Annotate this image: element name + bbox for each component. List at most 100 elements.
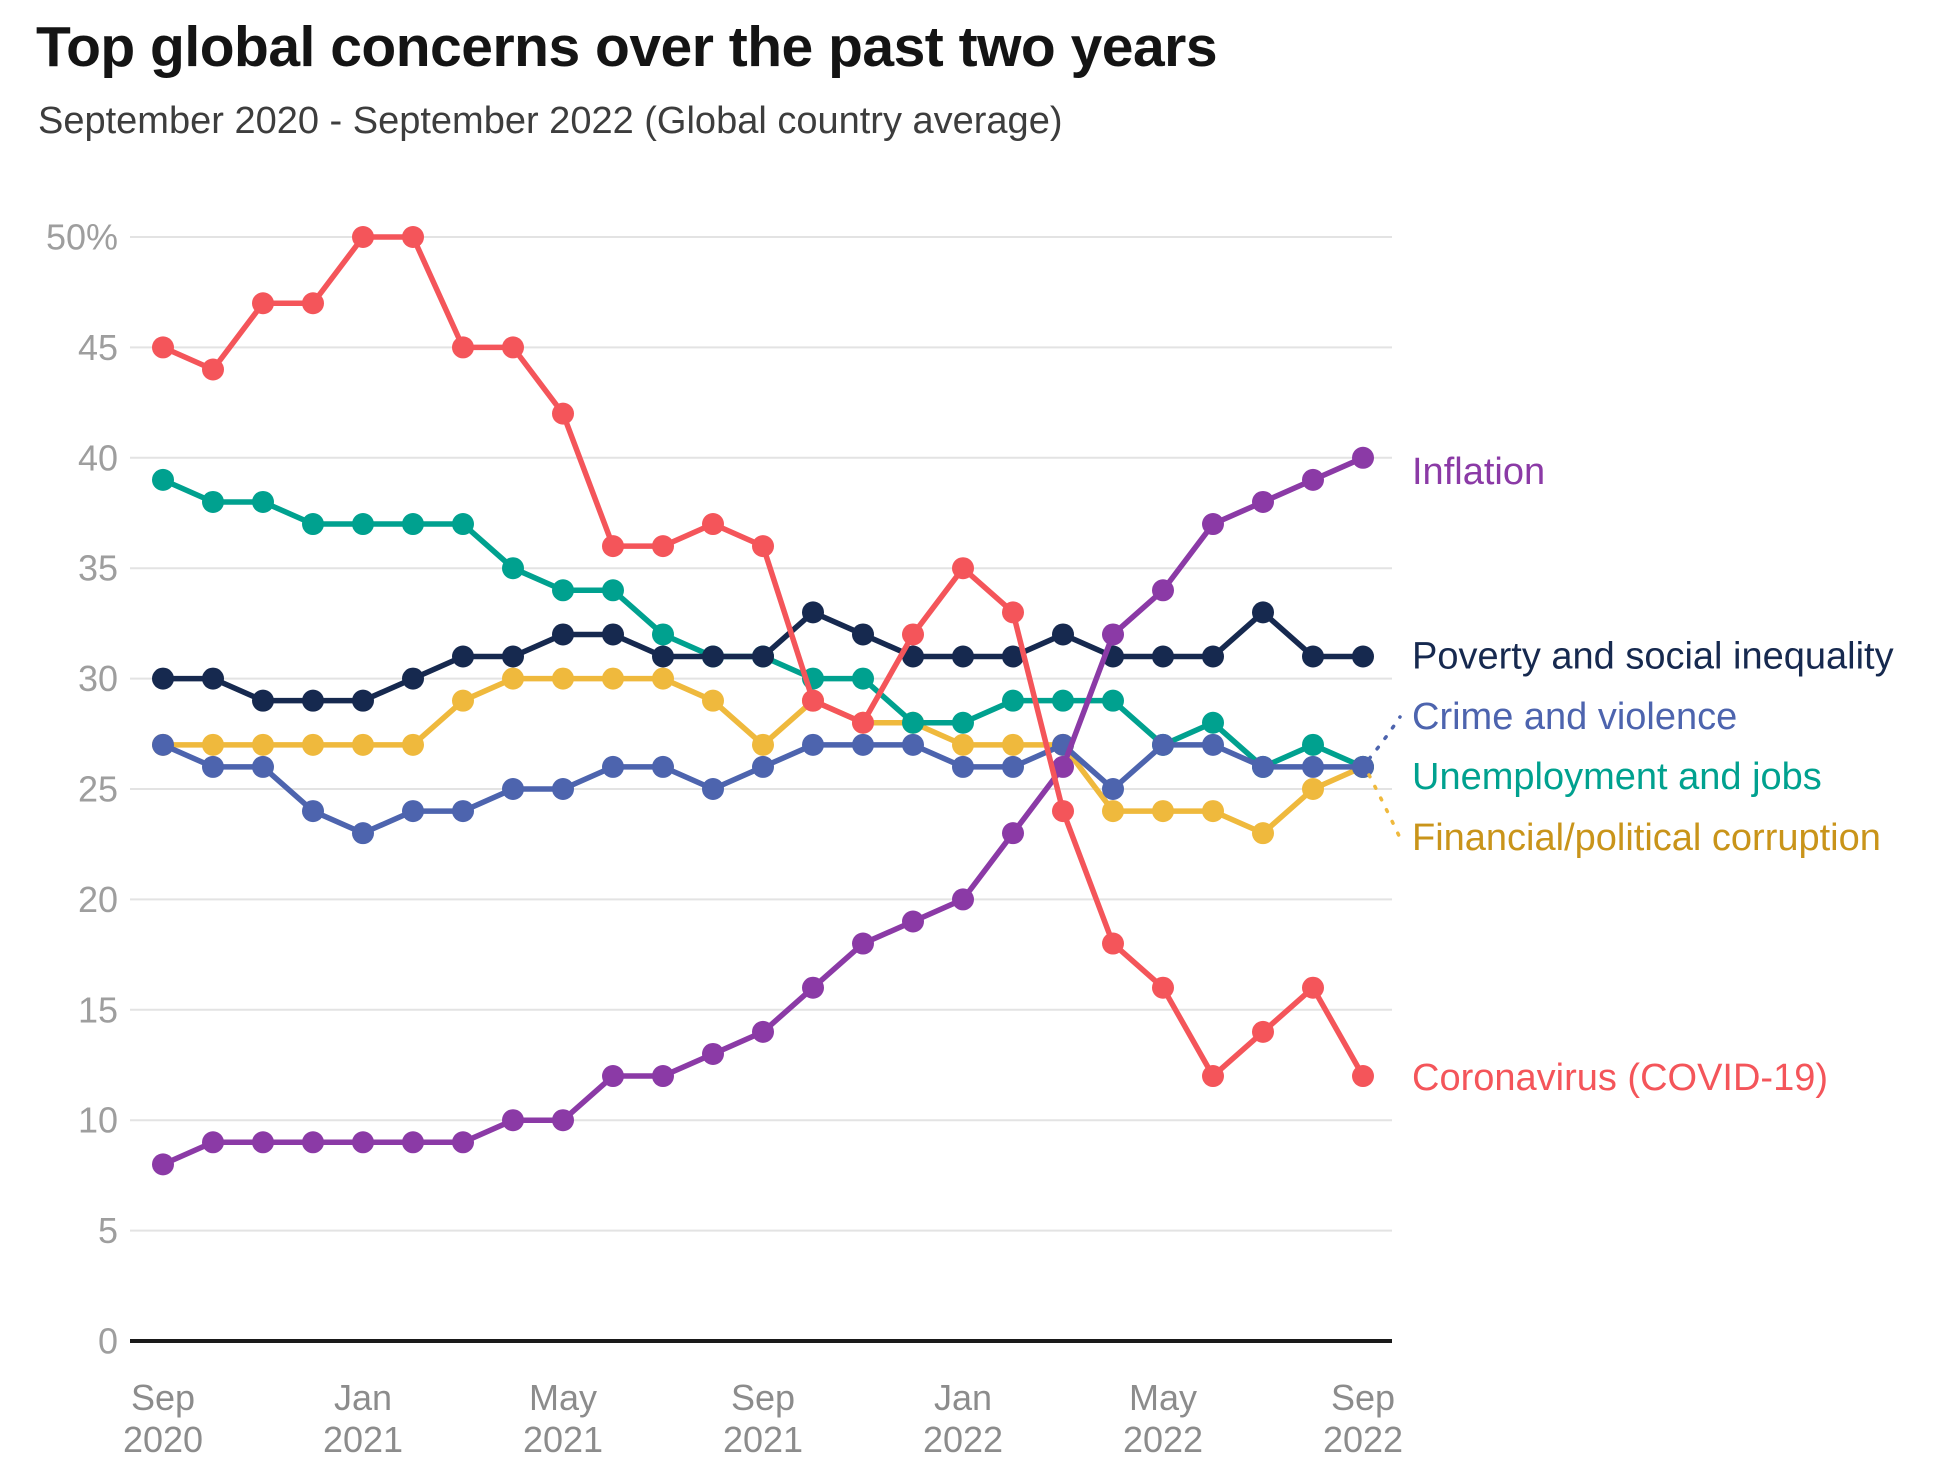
data-point-crime-dec-2020 xyxy=(302,800,324,823)
series-label-unemployment: Unemployment and jobs xyxy=(1412,756,1822,798)
chart-title: Top global concerns over the past two ye… xyxy=(36,15,1218,79)
data-point-poverty-sep-2020 xyxy=(152,667,174,690)
data-point-inflation-dec-2021 xyxy=(902,910,924,933)
data-point-poverty-jul-2021 xyxy=(652,645,674,668)
data-point-inflation-jun-2022 xyxy=(1202,513,1224,536)
data-point-crime-may-2021 xyxy=(552,778,574,800)
x-tick-month-2021-Jan: Jan xyxy=(334,1377,392,1418)
data-point-inflation-jul-2022 xyxy=(1252,490,1274,513)
data-point-poverty-sep-2022 xyxy=(1352,645,1374,668)
data-point-poverty-may-2022 xyxy=(1152,645,1174,668)
data-point-poverty-may-2021 xyxy=(552,623,574,646)
data-point-inflation-jun-2021 xyxy=(602,1065,624,1088)
x-tick-year-2020-Sep: 2020 xyxy=(123,1419,203,1458)
y-tick-label-30: 30 xyxy=(78,658,118,699)
x-tick-month-2022-Sep: Sep xyxy=(1331,1377,1395,1418)
data-point-covid-oct-2021 xyxy=(802,689,824,712)
data-point-corruption-feb-2021 xyxy=(402,733,424,756)
data-point-crime-jul-2021 xyxy=(652,755,674,778)
data-point-poverty-feb-2022 xyxy=(1002,645,1024,668)
data-point-inflation-dec-2020 xyxy=(302,1131,324,1154)
x-tick-year-2022-May: 2022 xyxy=(1123,1419,1203,1458)
data-point-inflation-jul-2021 xyxy=(652,1065,674,1088)
data-point-corruption-aug-2021 xyxy=(702,689,724,712)
data-point-inflation-sep-2021 xyxy=(752,1020,774,1043)
data-point-crime-sep-2020 xyxy=(152,733,174,756)
data-point-unemployment-nov-2021 xyxy=(852,667,874,690)
data-point-corruption-jun-2022 xyxy=(1202,800,1224,823)
y-tick-label-20: 20 xyxy=(78,879,118,920)
x-tick-year-2021-Jan: 2021 xyxy=(323,1419,403,1458)
data-point-unemployment-oct-2020 xyxy=(202,490,224,513)
y-tick-label-0: 0 xyxy=(98,1321,118,1362)
data-point-corruption-oct-2020 xyxy=(202,733,224,756)
data-point-crime-jan-2022 xyxy=(952,755,974,778)
data-point-unemployment-sep-2020 xyxy=(152,468,174,491)
data-point-crime-jun-2022 xyxy=(1202,733,1224,756)
data-point-corruption-apr-2022 xyxy=(1102,800,1124,823)
data-point-inflation-jan-2022 xyxy=(952,888,974,911)
data-point-poverty-mar-2022 xyxy=(1052,623,1074,646)
data-point-inflation-oct-2020 xyxy=(202,1131,224,1154)
data-point-unemployment-mar-2022 xyxy=(1052,689,1074,712)
data-point-crime-mar-2021 xyxy=(452,800,474,823)
data-point-poverty-dec-2021 xyxy=(902,645,924,668)
data-point-covid-feb-2022 xyxy=(1002,601,1024,624)
data-point-corruption-nov-2020 xyxy=(252,733,274,756)
data-point-inflation-may-2021 xyxy=(552,1109,574,1132)
data-point-inflation-oct-2021 xyxy=(802,976,824,999)
y-tick-label-40: 40 xyxy=(78,437,118,478)
data-point-crime-jan-2021 xyxy=(352,822,374,845)
data-point-covid-jun-2022 xyxy=(1202,1065,1224,1088)
data-point-unemployment-feb-2022 xyxy=(1002,689,1024,712)
data-point-corruption-may-2021 xyxy=(552,667,574,690)
data-point-covid-jul-2021 xyxy=(652,535,674,558)
data-point-covid-sep-2021 xyxy=(752,535,774,558)
series-label-covid: Coronavirus (COVID-19) xyxy=(1412,1057,1828,1099)
data-point-unemployment-dec-2020 xyxy=(302,513,324,536)
data-point-corruption-jul-2021 xyxy=(652,667,674,690)
data-point-covid-jan-2021 xyxy=(352,226,374,248)
data-point-unemployment-dec-2021 xyxy=(902,711,924,734)
data-point-crime-sep-2021 xyxy=(752,755,774,778)
data-point-covid-dec-2020 xyxy=(302,292,324,315)
data-point-crime-nov-2021 xyxy=(852,733,874,756)
data-point-unemployment-apr-2021 xyxy=(502,557,524,580)
data-point-inflation-aug-2021 xyxy=(702,1042,724,1065)
data-point-crime-sep-2022 xyxy=(1352,755,1374,778)
data-point-covid-apr-2022 xyxy=(1102,932,1124,955)
data-point-inflation-mar-2021 xyxy=(452,1131,474,1154)
data-point-poverty-aug-2021 xyxy=(702,645,724,668)
data-point-unemployment-aug-2022 xyxy=(1302,733,1324,756)
data-point-unemployment-jan-2022 xyxy=(952,711,974,734)
data-point-inflation-feb-2021 xyxy=(402,1131,424,1154)
data-point-covid-feb-2021 xyxy=(402,226,424,248)
data-point-unemployment-jul-2021 xyxy=(652,623,674,646)
data-point-poverty-feb-2021 xyxy=(402,667,424,690)
data-point-poverty-jan-2021 xyxy=(352,689,374,712)
data-point-inflation-sep-2020 xyxy=(152,1153,174,1176)
x-tick-year-2021-May: 2021 xyxy=(523,1419,603,1458)
data-point-unemployment-may-2021 xyxy=(552,579,574,602)
data-point-unemployment-jun-2022 xyxy=(1202,711,1224,734)
data-point-covid-may-2022 xyxy=(1152,976,1174,999)
chart-subtitle: September 2020 - September 2022 (Global … xyxy=(38,100,1063,142)
data-point-inflation-apr-2022 xyxy=(1102,623,1124,646)
data-point-crime-aug-2021 xyxy=(702,778,724,800)
data-point-corruption-apr-2021 xyxy=(502,667,524,690)
y-tick-label-45: 45 xyxy=(78,327,118,368)
data-point-corruption-may-2022 xyxy=(1152,800,1174,823)
series-line-unemployment xyxy=(160,477,1366,770)
data-point-covid-jul-2022 xyxy=(1252,1020,1274,1043)
data-point-corruption-feb-2022 xyxy=(1002,733,1024,756)
data-point-inflation-nov-2021 xyxy=(852,932,874,955)
data-point-covid-aug-2021 xyxy=(702,513,724,536)
data-point-unemployment-jan-2021 xyxy=(352,513,374,536)
x-tick-month-2021-Sep: Sep xyxy=(731,1377,795,1418)
data-point-corruption-aug-2022 xyxy=(1302,778,1324,800)
data-point-inflation-nov-2020 xyxy=(252,1131,274,1154)
data-point-covid-apr-2021 xyxy=(502,336,524,359)
data-point-covid-dec-2021 xyxy=(902,623,924,646)
data-point-covid-aug-2022 xyxy=(1302,976,1324,999)
